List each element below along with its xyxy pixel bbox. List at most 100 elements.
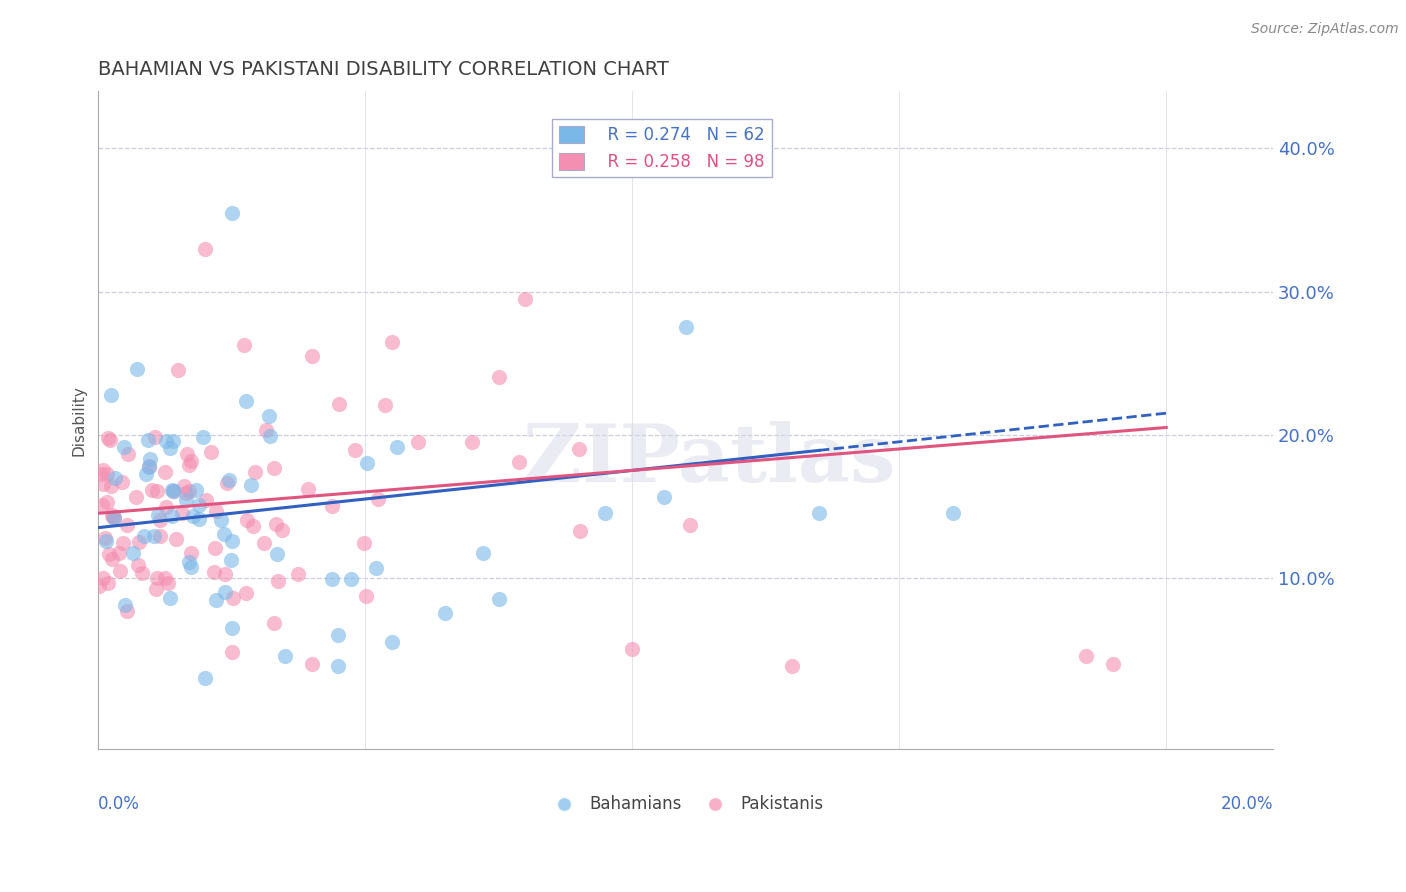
Point <box>321 573 343 587</box>
Point <box>138 458 160 473</box>
Point <box>434 607 457 621</box>
Point <box>221 645 243 659</box>
Point <box>408 434 430 449</box>
Point <box>194 671 217 685</box>
Point <box>263 461 285 475</box>
Point <box>215 476 238 491</box>
Point <box>1074 649 1097 664</box>
Point <box>595 506 617 520</box>
Point <box>209 513 232 527</box>
Point <box>942 506 965 520</box>
Point <box>259 429 281 443</box>
Point <box>385 441 408 455</box>
Point <box>194 492 217 507</box>
Point <box>263 616 285 631</box>
Point <box>146 483 169 498</box>
Point <box>193 430 215 444</box>
Point <box>515 292 537 306</box>
Point <box>328 628 350 642</box>
Point <box>381 334 404 349</box>
Point <box>165 533 187 547</box>
Point <box>114 599 136 613</box>
Point <box>91 476 114 491</box>
Point <box>183 508 205 523</box>
Point <box>301 349 323 363</box>
Point <box>344 443 367 458</box>
Point <box>90 498 112 512</box>
Point <box>97 431 120 445</box>
Point <box>125 491 148 505</box>
Point <box>354 589 377 603</box>
Point <box>160 483 183 497</box>
Point <box>221 206 243 220</box>
Text: 20.0%: 20.0% <box>1220 796 1272 814</box>
Point <box>328 659 350 673</box>
Point <box>568 442 591 456</box>
Point <box>301 657 323 671</box>
Text: BAHAMIAN VS PAKISTANI DISABILITY CORRELATION CHART: BAHAMIAN VS PAKISTANI DISABILITY CORRELA… <box>98 60 669 78</box>
Point <box>173 479 195 493</box>
Point <box>100 479 122 493</box>
Point <box>254 423 277 437</box>
Point <box>194 242 217 256</box>
Point <box>188 499 211 513</box>
Point <box>461 434 484 449</box>
Point <box>157 576 180 591</box>
Point <box>274 649 297 664</box>
Point <box>131 566 153 581</box>
Point <box>621 642 644 657</box>
Point <box>488 370 510 384</box>
Point <box>218 473 240 487</box>
Point <box>143 430 166 444</box>
Y-axis label: Disability: Disability <box>72 384 86 456</box>
Point <box>149 529 172 543</box>
Point <box>782 659 804 673</box>
Point <box>239 478 262 492</box>
Point <box>101 509 124 524</box>
Point <box>96 495 118 509</box>
Point <box>235 393 257 408</box>
Point <box>111 536 134 550</box>
Point <box>115 604 138 618</box>
Point <box>149 512 172 526</box>
Point <box>112 440 135 454</box>
Point <box>96 533 118 548</box>
Point <box>138 459 160 474</box>
Point <box>200 445 222 459</box>
Point <box>170 506 193 520</box>
Point <box>366 560 388 574</box>
Point <box>93 571 115 585</box>
Point <box>96 467 118 481</box>
Point <box>162 508 184 523</box>
Point <box>188 512 211 526</box>
Point <box>271 523 294 537</box>
Point <box>266 516 288 531</box>
Point <box>117 447 139 461</box>
Point <box>184 483 207 497</box>
Point <box>569 524 592 539</box>
Point <box>101 552 124 566</box>
Point <box>141 483 163 498</box>
Point <box>103 510 125 524</box>
Point <box>155 465 177 479</box>
Legend: Bahamians, Pakistanis: Bahamians, Pakistanis <box>541 789 830 820</box>
Point <box>104 471 127 485</box>
Point <box>257 409 280 423</box>
Point <box>97 547 120 561</box>
Point <box>100 387 122 401</box>
Point <box>159 591 181 605</box>
Point <box>204 593 226 607</box>
Point <box>243 465 266 479</box>
Point <box>214 585 236 599</box>
Point <box>108 546 131 560</box>
Point <box>222 591 245 606</box>
Text: 0.0%: 0.0% <box>98 796 141 814</box>
Point <box>508 454 530 468</box>
Point <box>155 434 177 448</box>
Point <box>381 635 404 649</box>
Point <box>111 475 134 490</box>
Point <box>134 529 156 543</box>
Point <box>115 518 138 533</box>
Point <box>221 621 243 635</box>
Point <box>125 362 148 376</box>
